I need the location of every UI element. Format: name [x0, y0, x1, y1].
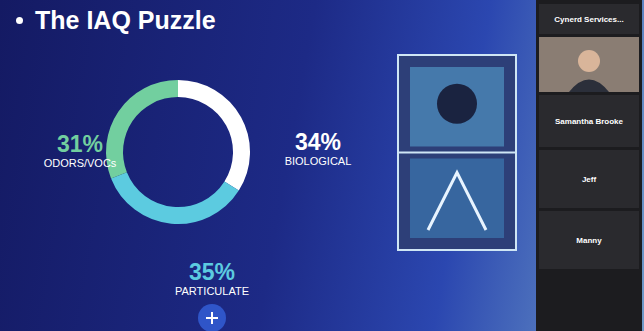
svg-text:34%: 34%	[295, 129, 341, 155]
svg-text:Cynerd Services...: Cynerd Services...	[554, 15, 623, 24]
svg-text:31%: 31%	[57, 131, 103, 157]
svg-text:Samantha Brooke: Samantha Brooke	[555, 117, 624, 126]
svg-text:Jeff: Jeff	[582, 175, 597, 184]
svg-text:PARTICULATE: PARTICULATE	[175, 285, 249, 297]
html-text:The IAQ Puzzle: The IAQ Puzzle	[35, 6, 216, 34]
svg-text:BIOLOGICAL: BIOLOGICAL	[285, 155, 352, 167]
svg-text:ODORS/VOCs: ODORS/VOCs	[44, 157, 117, 169]
svg-text:Manny: Manny	[576, 236, 602, 245]
svg-text:35%: 35%	[189, 259, 235, 285]
